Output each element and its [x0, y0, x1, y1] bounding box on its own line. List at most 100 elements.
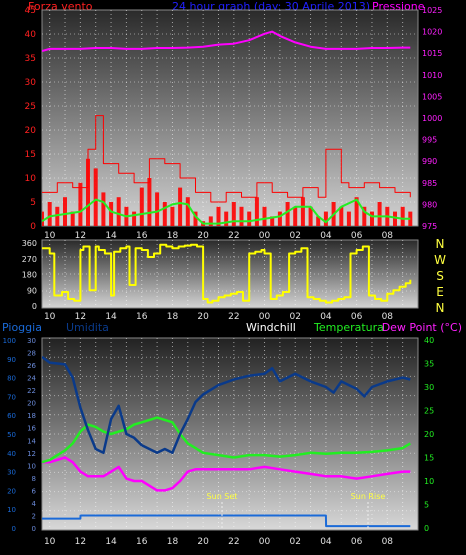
windchill-label: Windchill — [246, 321, 296, 334]
y-tick-label: 1005 — [422, 92, 442, 101]
y-tick-label: 45 — [25, 6, 36, 16]
wind-bar — [193, 211, 198, 226]
y-tick-label: 1020 — [422, 28, 442, 37]
y-tick-label: 1010 — [422, 71, 442, 80]
x-tick-label: 18 — [167, 537, 179, 547]
x-tick-label: 08 — [382, 231, 394, 241]
plot-area-3 — [41, 337, 419, 531]
y-tick-label: 0 — [12, 525, 16, 533]
series-2 — [42, 243, 412, 304]
y-tick-label: 30 — [27, 337, 36, 345]
x-axis-3: 10 12 14 16 18 20 22 00 02 04 06 08 — [44, 537, 393, 547]
y-tick-label: 22 — [27, 387, 36, 395]
y-axis-left-1: 45 40 35 30 25 20 15 10 5 0 — [25, 6, 37, 232]
wind-bar — [63, 197, 67, 226]
y-tick-label: 270 — [22, 255, 37, 264]
x-tick-label: 14 — [105, 537, 117, 547]
y-tick-label: 20 — [25, 126, 37, 136]
x-tick-label: 10 — [44, 537, 56, 547]
y-tick-label: 20 — [424, 430, 434, 439]
wind-bar — [400, 206, 405, 226]
y-tick-label: 30 — [25, 78, 37, 88]
y-tick-label: 975 — [422, 222, 437, 231]
wind-bar — [147, 178, 152, 226]
x-tick-label: 18 — [167, 312, 179, 322]
x-tick-label: 14 — [105, 231, 117, 241]
compass-letter: N — [436, 237, 445, 251]
y-tick-label: 100 — [3, 337, 16, 345]
wind-bar — [262, 206, 267, 226]
y-tick-label: 180 — [22, 271, 37, 280]
y-tick-label: 10 — [424, 477, 434, 486]
x-tick-label: 10 — [44, 312, 56, 322]
y-tick-label: 25 — [424, 407, 434, 416]
wind-bar — [247, 211, 252, 226]
wind-bar — [254, 197, 259, 226]
y-tick-label: 28 — [27, 350, 36, 358]
gust-line — [42, 115, 411, 203]
wind-bar — [47, 202, 52, 226]
y-tick-label: 1015 — [422, 49, 442, 58]
y-tick-label: 20 — [7, 487, 16, 495]
x-tick-label: 14 — [105, 312, 117, 322]
temperature-label: Temperatura — [313, 321, 384, 334]
y-tick-label: 0 — [32, 525, 36, 533]
y-tick-label: 40 — [424, 336, 434, 345]
x-tick-label: 08 — [382, 312, 394, 322]
wind-bar — [316, 216, 321, 226]
x-tick-label: 00 — [259, 312, 271, 322]
wind-bar — [239, 206, 244, 226]
humidity-label: Umidita — [66, 321, 109, 334]
x-axis-2: 10 12 14 16 18 20 22 00 02 04 06 08 — [44, 312, 393, 322]
wind-bar — [393, 211, 397, 226]
wind-bar — [354, 197, 359, 226]
wind-bar — [323, 211, 328, 226]
wind-bar — [70, 211, 75, 226]
rain-label: Pioggia — [2, 321, 42, 334]
dewpoint-line — [42, 456, 411, 492]
y-tick-label: 0 — [32, 302, 37, 311]
wind-bar — [116, 197, 121, 226]
x-tick-label: 16 — [136, 312, 148, 322]
x-tick-label: 18 — [167, 231, 179, 241]
y-tick-label: 0 — [30, 222, 36, 232]
wind-bar — [208, 216, 213, 226]
y-tick-label: 25 — [25, 102, 36, 112]
sunrise-annotation: Sun Rise — [351, 492, 386, 501]
wind-bar — [86, 158, 90, 226]
compass-letter: N — [436, 301, 445, 315]
y-tick-label: 14 — [27, 437, 36, 445]
x-tick-label: 10 — [44, 231, 56, 241]
wind-bar — [55, 206, 60, 226]
x-tick-label: 08 — [382, 537, 394, 547]
x-tick-label: 06 — [351, 537, 363, 547]
y-tick-label: 60 — [7, 412, 16, 420]
y-tick-label: 15 — [25, 150, 36, 160]
wind-bar — [377, 202, 382, 226]
humidity-line — [42, 355, 411, 455]
y-tick-label: 35 — [25, 54, 36, 64]
y-tick-label: 18 — [27, 412, 36, 420]
wind-bar — [93, 168, 98, 226]
y-tick-label: 995 — [422, 136, 437, 145]
wind-bar — [300, 197, 305, 226]
x-tick-label: 16 — [136, 231, 148, 241]
wind-bar — [231, 202, 236, 226]
y-tick-label: 12 — [27, 450, 36, 458]
x-tick-label: 04 — [320, 537, 332, 547]
wind-bar — [346, 211, 351, 226]
compass-letter: S — [436, 269, 444, 283]
y-tick-label: 10 — [25, 174, 37, 184]
grid-3 — [42, 338, 418, 530]
y-tick-label: 1025 — [422, 6, 442, 15]
pressure-line — [42, 30, 411, 52]
wind-bar — [132, 211, 137, 226]
y-tick-label: 26 — [27, 362, 36, 370]
y-tick-label: 8 — [32, 475, 36, 483]
y-tick-label: 10 — [7, 506, 16, 514]
